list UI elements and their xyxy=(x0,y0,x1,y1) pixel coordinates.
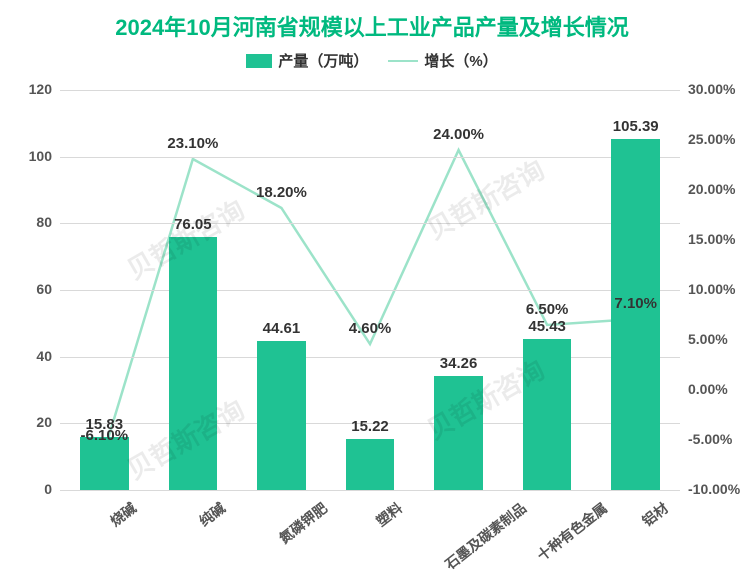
legend-line-label: 增长（%） xyxy=(424,50,497,71)
line-value-label: 18.20% xyxy=(256,184,307,201)
x-category-label: 纯碱 xyxy=(195,498,229,531)
bar xyxy=(257,341,306,490)
chart-container: 2024年10月河南省规模以上工业产品产量及增长情况 产量（万吨） 增长（%） … xyxy=(0,0,744,585)
x-category-label: 十种有色金属 xyxy=(533,498,612,565)
bar xyxy=(346,439,395,490)
gridline xyxy=(60,157,680,158)
x-category-label: 石墨及碳素制品 xyxy=(440,498,530,574)
plot-area: 020406080100120-10.00%-5.00%0.00%5.00%10… xyxy=(60,90,680,490)
line-value-label: 23.10% xyxy=(167,135,218,152)
y1-tick-label: 40 xyxy=(36,348,52,364)
bar xyxy=(169,237,218,491)
bar-value-label: 34.26 xyxy=(440,355,478,372)
legend-bar-label: 产量（万吨） xyxy=(278,50,368,71)
y2-tick-label: 20.00% xyxy=(688,181,735,197)
line-value-label: 4.60% xyxy=(349,320,392,337)
chart-legend: 产量（万吨） 增长（%） xyxy=(20,50,724,71)
bar xyxy=(611,139,660,490)
bar xyxy=(523,339,572,490)
bar-value-label: 44.61 xyxy=(263,320,301,337)
y2-tick-label: 25.00% xyxy=(688,131,735,147)
x-category-label: 塑料 xyxy=(372,498,406,531)
gridline xyxy=(60,90,680,91)
gridline xyxy=(60,357,680,358)
legend-item-bar: 产量（万吨） xyxy=(246,50,368,71)
x-category-label: 氮磷钾肥 xyxy=(275,498,331,548)
y2-tick-label: 5.00% xyxy=(688,331,728,347)
y1-tick-label: 100 xyxy=(29,148,52,164)
y2-tick-label: -5.00% xyxy=(688,431,732,447)
gridline xyxy=(60,290,680,291)
gridline xyxy=(60,223,680,224)
line-value-label: -6.10% xyxy=(81,427,129,444)
y2-tick-label: 10.00% xyxy=(688,281,735,297)
y2-tick-label: 30.00% xyxy=(688,81,735,97)
bar-value-label: 15.22 xyxy=(351,418,389,435)
gridline xyxy=(60,490,680,491)
line-value-label: 7.10% xyxy=(614,295,657,312)
y1-tick-label: 20 xyxy=(36,414,52,430)
bar xyxy=(80,437,129,490)
bar-value-label: 105.39 xyxy=(613,118,659,135)
y1-tick-label: 60 xyxy=(36,281,52,297)
chart-title: 2024年10月河南省规模以上工业产品产量及增长情况 xyxy=(20,10,724,42)
y1-tick-label: 80 xyxy=(36,214,52,230)
y1-tick-label: 0 xyxy=(44,481,52,497)
y2-tick-label: -10.00% xyxy=(688,481,740,497)
line-value-label: 6.50% xyxy=(526,301,569,318)
bar xyxy=(434,376,483,490)
y2-tick-label: 0.00% xyxy=(688,381,728,397)
line-value-label: 24.00% xyxy=(433,126,484,143)
y2-tick-label: 15.00% xyxy=(688,231,735,247)
x-category-label: 铝材 xyxy=(638,498,672,531)
x-category-label: 烧碱 xyxy=(106,498,140,531)
legend-line-swatch xyxy=(388,60,418,62)
legend-item-line: 增长（%） xyxy=(388,50,497,71)
bar-value-label: 76.05 xyxy=(174,216,212,233)
legend-bar-swatch xyxy=(246,54,272,68)
bar-value-label: 45.43 xyxy=(528,318,566,335)
y1-tick-label: 120 xyxy=(29,81,52,97)
